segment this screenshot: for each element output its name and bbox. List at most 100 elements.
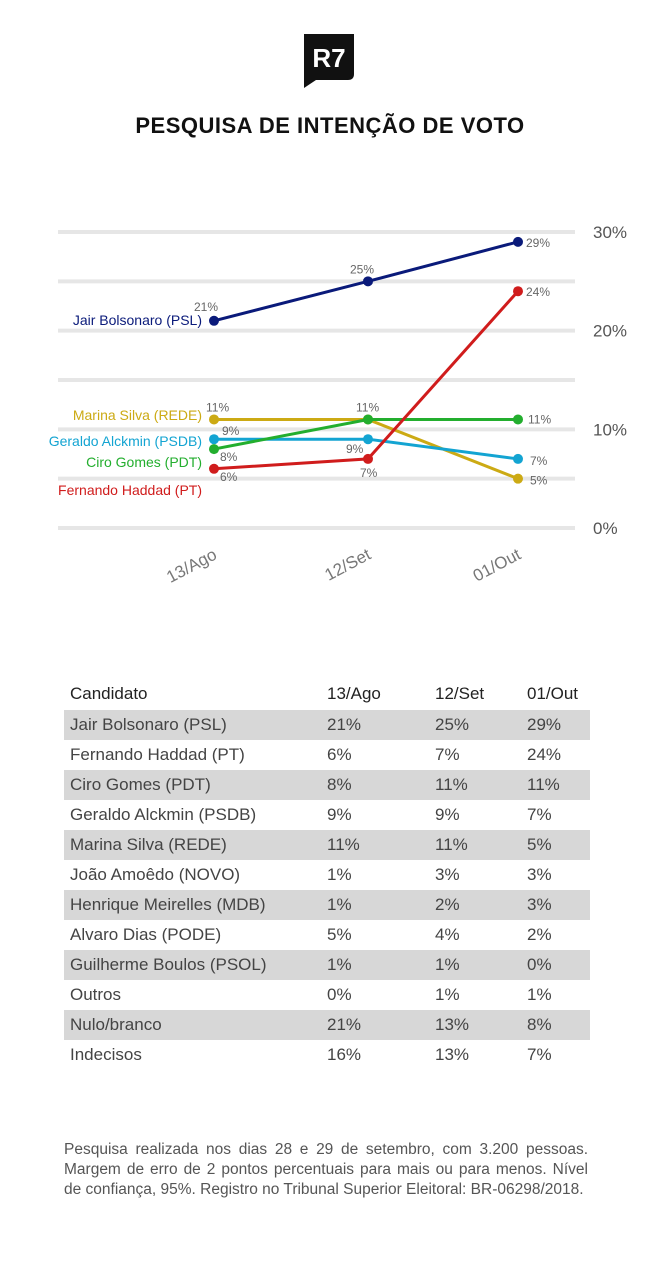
table-row: João Amoêdo (NOVO) 1% 3% 3% — [64, 860, 590, 890]
candidate-name: Jair Bolsonaro (PSL) — [64, 710, 321, 740]
table-cell: 6% — [327, 745, 352, 764]
data-point — [513, 453, 523, 464]
data-labels: 21% 25% 29% 11% 11% 5% 9% 9% 7% 8% 11% 6% 7% 24% — [194, 236, 551, 488]
series-name: Marina Silva (REDE) — [73, 407, 202, 423]
series-name: Jair Bolsonaro (PSL) — [73, 312, 202, 328]
table-cell: 16% — [327, 1045, 362, 1064]
data-point — [209, 463, 219, 474]
table-row: Fernando Haddad (PT) 6% 7% 24% — [64, 740, 590, 770]
data-label: 8% — [220, 450, 238, 464]
table-row: Ciro Gomes (PDT) 8% 11% 11% — [64, 770, 590, 800]
table-row: Geraldo Alckmin (PSDB) 9% 9% 7% — [64, 800, 590, 830]
candidate-name: Marina Silva (REDE) — [64, 830, 321, 860]
table-cell: 1% — [321, 890, 429, 920]
table-header-row: Candidato 13/Ago 12/Set 01/Out — [64, 678, 590, 710]
data-point — [513, 236, 523, 247]
data-point — [209, 444, 219, 455]
data-label: 21% — [194, 300, 218, 314]
table-row: Henrique Meirelles (MDB) 1% 2% 3% — [64, 890, 590, 920]
candidate-name: Guilherme Boulos (PSOL) — [64, 950, 321, 980]
table-row: Alvaro Dias (PODE) 5% 4% 2% — [64, 920, 590, 950]
table-cell: 13% — [435, 1045, 470, 1064]
line-chart: 30% 20% 10% 0% 13/Ago 12/Set 01/Out 21% 25% 29%… — [49, 223, 627, 587]
table-cell: 8% — [521, 1010, 590, 1040]
data-label: 24% — [526, 285, 550, 299]
table-cell: 25% — [429, 710, 521, 740]
data-label: 11% — [356, 400, 379, 414]
candidate-name: Geraldo Alckmin (PSDB) — [70, 805, 257, 824]
table-cell: 5% — [327, 925, 352, 944]
footnote: Pesquisa realizada nos dias 28 e 29 de s… — [64, 1141, 588, 1198]
table-row: Nulo/branco 21% 13% 8% — [64, 1010, 590, 1040]
data-label: 5% — [530, 474, 548, 488]
data-point — [363, 434, 373, 445]
data-point — [209, 434, 219, 445]
logo-text: R7 — [312, 43, 345, 73]
table-cell: 0% — [521, 950, 590, 980]
data-label: 9% — [346, 442, 364, 456]
table-cell: 11% — [521, 770, 590, 800]
data-point — [513, 473, 523, 484]
series-lines — [209, 236, 523, 484]
x-tick-label: 01/Out — [470, 545, 524, 586]
table-cell: 7% — [435, 745, 460, 764]
x-axis-ticks: 13/Ago 12/Set 01/Out — [163, 545, 524, 587]
y-tick-label: 30% — [593, 223, 627, 242]
table-cell: 8% — [321, 770, 429, 800]
table-cell: 7% — [527, 1045, 552, 1064]
table-cell: 1% — [435, 985, 460, 1004]
table-cell: 3% — [521, 890, 590, 920]
table-cell: 1% — [327, 865, 352, 884]
table-row: Jair Bolsonaro (PSL) 21% 25% 29% — [64, 710, 590, 740]
series-name: Ciro Gomes (PDT) — [86, 454, 202, 470]
table-cell: 3% — [435, 865, 460, 884]
candidate-name: João Amoêdo (NOVO) — [70, 865, 241, 884]
data-label: 29% — [526, 236, 550, 250]
table-cell: 7% — [527, 805, 552, 824]
table-cell: 5% — [521, 830, 590, 860]
header-13ago: 13/Ago — [327, 684, 381, 703]
data-point — [363, 276, 373, 287]
data-label: 7% — [530, 454, 548, 468]
table-cell: 1% — [429, 950, 521, 980]
y-tick-label: 20% — [593, 322, 627, 341]
data-label: 11% — [528, 412, 551, 426]
data-point — [513, 414, 523, 425]
candidate-name: Alvaro Dias (PODE) — [70, 925, 222, 944]
header-12set: 12/Set — [435, 684, 485, 703]
table-cell: 21% — [321, 710, 429, 740]
r7-logo: R7 — [304, 34, 354, 88]
x-tick-label: 12/Set — [322, 545, 375, 585]
data-label: 25% — [350, 262, 374, 276]
table-row: Marina Silva (REDE) 11% 11% 5% — [64, 830, 590, 860]
series-name: Fernando Haddad (PT) — [58, 482, 202, 498]
data-point — [209, 414, 219, 425]
data-label: 9% — [222, 424, 240, 438]
table-cell: 1% — [321, 950, 429, 980]
candidate-name: Indecisos — [70, 1045, 142, 1064]
table-row: Outros 0% 1% 1% — [64, 980, 590, 1010]
x-tick-label: 13/Ago — [163, 545, 220, 587]
candidate-name: Fernando Haddad (PT) — [70, 745, 245, 764]
series-name: Geraldo Alckmin (PSDB) — [49, 433, 202, 449]
table-cell: 9% — [435, 805, 460, 824]
table-cell: 11% — [429, 770, 521, 800]
data-label: 11% — [206, 400, 229, 414]
table-cell: 2% — [527, 925, 552, 944]
header-01out: 01/Out — [527, 684, 579, 703]
table-cell: 13% — [429, 1010, 521, 1040]
candidate-name: Outros — [70, 985, 122, 1004]
data-point — [363, 453, 373, 464]
table-cell: 29% — [521, 710, 590, 740]
data-point — [513, 286, 523, 297]
table-cell: 11% — [321, 830, 429, 860]
results-table: Candidato 13/Ago 12/Set 01/Out Jair Bols… — [64, 678, 590, 1070]
candidate-name: Ciro Gomes (PDT) — [64, 770, 321, 800]
y-axis-ticks: 30% 20% 10% 0% — [593, 223, 627, 538]
data-label: 7% — [360, 466, 378, 480]
data-label: 6% — [220, 470, 238, 484]
data-point — [209, 315, 219, 326]
series-names: Jair Bolsonaro (PSL) Marina Silva (REDE) G… — [49, 312, 202, 498]
table-cell: 21% — [321, 1010, 429, 1040]
table-row: Guilherme Boulos (PSOL) 1% 1% 0% — [64, 950, 590, 980]
